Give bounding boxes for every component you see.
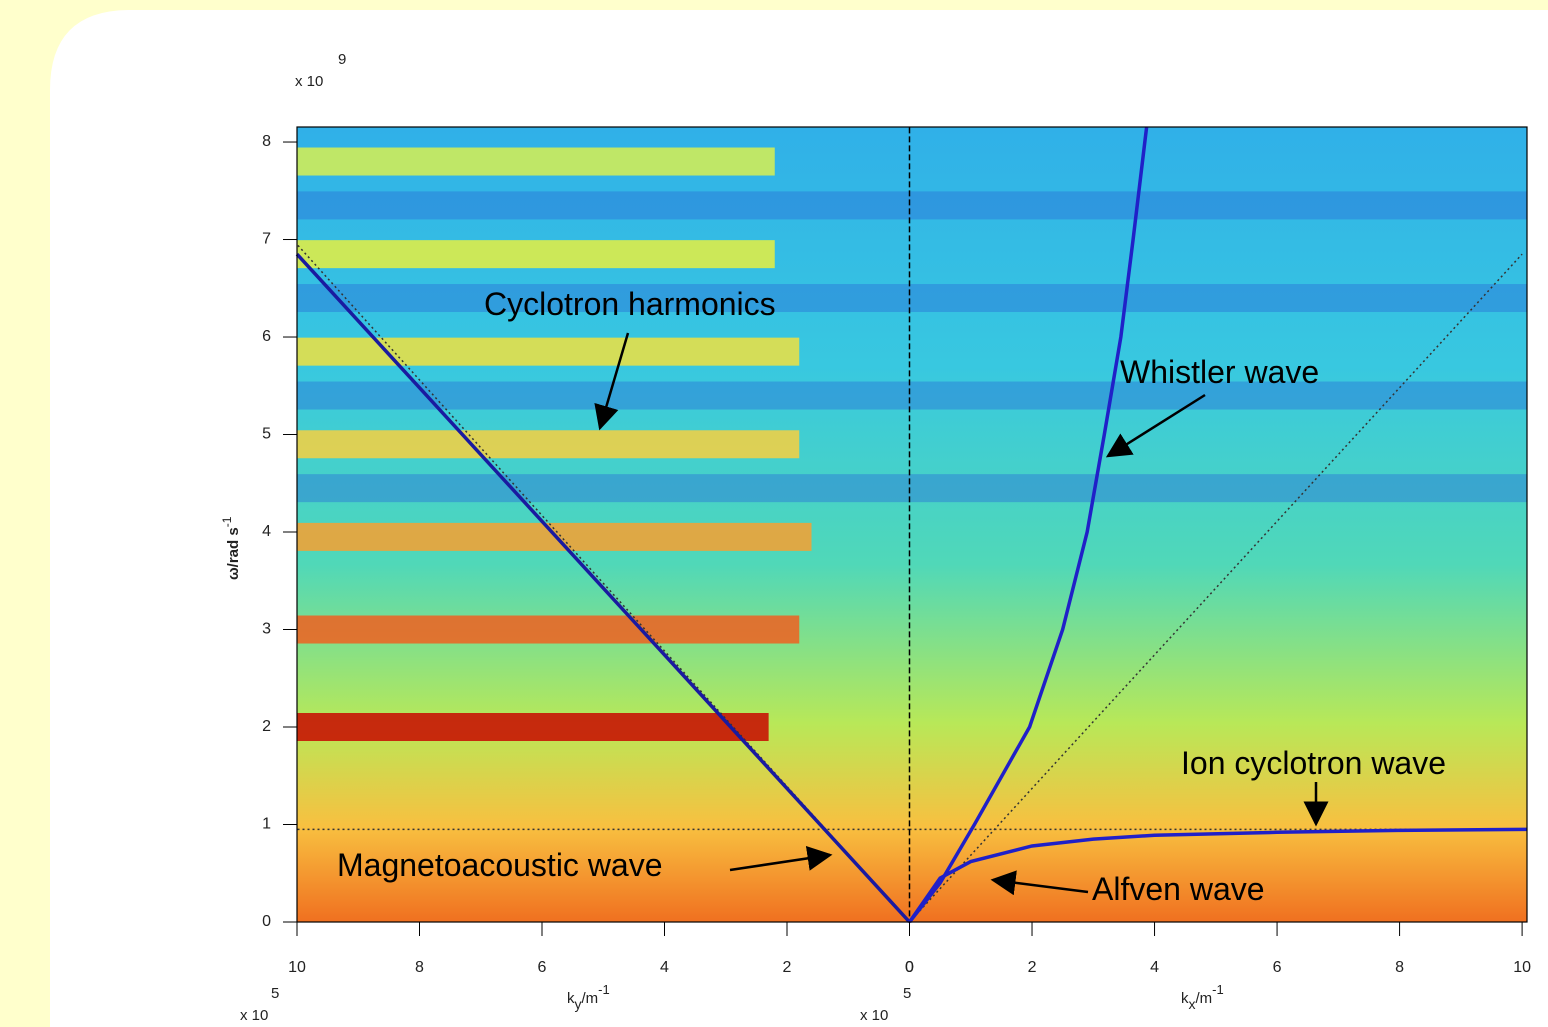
harmonic-band xyxy=(297,430,800,459)
x-tick-label: 4 xyxy=(1150,959,1159,976)
x-label-unit: /m xyxy=(1196,990,1213,1007)
y-axis-label-sup: -1 xyxy=(220,516,234,527)
x-tick-label: 10 xyxy=(1513,959,1531,976)
dispersion-curve xyxy=(908,127,1149,924)
x-exponent-base-left: x 10 xyxy=(240,1007,268,1024)
annotation: Whistler wave xyxy=(1120,354,1319,390)
x-exponent-base-right: x 10 xyxy=(860,1007,888,1024)
y-tick-label: 2 xyxy=(262,718,271,735)
dark-band xyxy=(297,381,1527,410)
guide-line xyxy=(908,253,1523,923)
x-label: k xyxy=(567,990,575,1007)
y-tick-label: 1 xyxy=(262,816,271,833)
harmonic-band xyxy=(297,713,769,742)
dark-band xyxy=(297,191,1527,220)
x-tick-label: 2 xyxy=(783,959,792,976)
y-tick-label: 8 xyxy=(262,133,271,150)
harmonic-band xyxy=(297,147,775,176)
annotation-arrow xyxy=(1105,393,1206,458)
annotation: Alfven wave xyxy=(1092,871,1265,907)
harmonic-band xyxy=(297,240,775,269)
x-axis-label-right: kx/m-1 xyxy=(1181,982,1224,1012)
x-axis-label-left: ky/m-1 xyxy=(567,982,610,1012)
annotation: Magnetoacoustic wave xyxy=(337,847,663,883)
x-tick-label: 0 xyxy=(905,959,914,976)
y-tick-label: 6 xyxy=(262,328,271,345)
annotation-arrow xyxy=(594,332,630,431)
annotation-arrow xyxy=(990,870,1089,896)
y-exponent: 9 xyxy=(338,51,346,68)
x-label-sup: -1 xyxy=(1212,982,1224,997)
y-tick-label: 5 xyxy=(262,426,271,443)
x-label-sub: x xyxy=(1189,996,1196,1012)
dark-band xyxy=(297,474,1527,503)
annotation-arrow xyxy=(729,845,833,872)
dispersion-curve xyxy=(295,252,911,924)
annotations: Cyclotron harmonics Whistler wave Ion cy… xyxy=(337,286,1446,907)
x-tick-label: 6 xyxy=(1273,959,1282,976)
y-tick-label: 3 xyxy=(262,621,271,638)
labels: x 10 9 ω/rad s-1 ky/m-1 x 10 5 kx/m-1 x … xyxy=(220,51,1224,1024)
y-exponent-base: x 10 xyxy=(295,73,323,90)
x-tick-label: 10 xyxy=(288,959,306,976)
x-tick-label: 8 xyxy=(415,959,424,976)
x-tick-label: 2 xyxy=(1028,959,1037,976)
y-tick-label: 0 xyxy=(262,913,271,930)
x-label-sub: y xyxy=(575,996,582,1012)
x-tick-label: 6 xyxy=(538,959,547,976)
x-tick-label: 4 xyxy=(660,959,669,976)
annotation: Cyclotron harmonics xyxy=(484,286,776,322)
harmonic-band xyxy=(297,615,800,644)
dispersion-curve xyxy=(908,827,1528,924)
harmonic-band xyxy=(297,337,800,366)
dark-band xyxy=(297,284,1527,313)
annotation: Ion cyclotron wave xyxy=(1181,745,1446,781)
y-tick-label: 4 xyxy=(262,523,271,540)
guide-line xyxy=(296,243,911,923)
plot-frame xyxy=(296,126,1528,923)
y-tick-label: 7 xyxy=(262,231,271,248)
y-axis-label: ω/rad s-1 xyxy=(220,516,242,580)
y-axis-label-text: ω/rad s xyxy=(225,527,242,580)
x-label-unit: /m xyxy=(582,990,599,1007)
x-label-sup: -1 xyxy=(598,982,610,997)
x-tick-label: 0 xyxy=(905,959,914,976)
x-label: k xyxy=(1181,990,1189,1007)
x-exponent-left: 5 xyxy=(271,985,279,1002)
x-tick-label: 8 xyxy=(1395,959,1404,976)
x-exponent-right: 5 xyxy=(903,985,911,1002)
plot xyxy=(295,126,1528,924)
